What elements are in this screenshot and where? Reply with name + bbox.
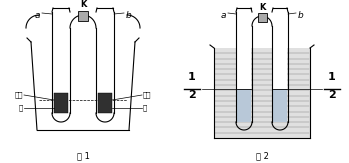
Bar <box>97 12 113 113</box>
Bar <box>53 12 69 113</box>
Text: K: K <box>80 0 86 9</box>
Bar <box>78 11 88 21</box>
Bar <box>237 12 251 122</box>
Text: 1: 1 <box>328 73 336 82</box>
Bar <box>54 93 68 113</box>
Text: a: a <box>221 11 226 20</box>
Bar <box>273 89 287 122</box>
Text: K: K <box>259 3 265 12</box>
Text: 铜: 铜 <box>143 105 147 111</box>
Text: 2: 2 <box>328 90 336 101</box>
Text: a: a <box>35 11 40 20</box>
Bar <box>98 93 112 113</box>
Text: b: b <box>298 11 304 20</box>
Text: 铜: 铜 <box>19 105 23 111</box>
Text: 白磷: 白磷 <box>15 92 23 98</box>
Text: 1: 1 <box>188 73 196 82</box>
Bar <box>258 13 267 22</box>
Text: 图 1: 图 1 <box>76 151 89 160</box>
Text: 2: 2 <box>188 90 196 101</box>
Bar <box>237 89 251 122</box>
Text: 图 2: 图 2 <box>255 151 268 160</box>
Bar <box>214 48 310 138</box>
Text: 红磷: 红磷 <box>143 92 151 98</box>
Bar <box>273 12 287 122</box>
Text: b: b <box>126 11 132 20</box>
